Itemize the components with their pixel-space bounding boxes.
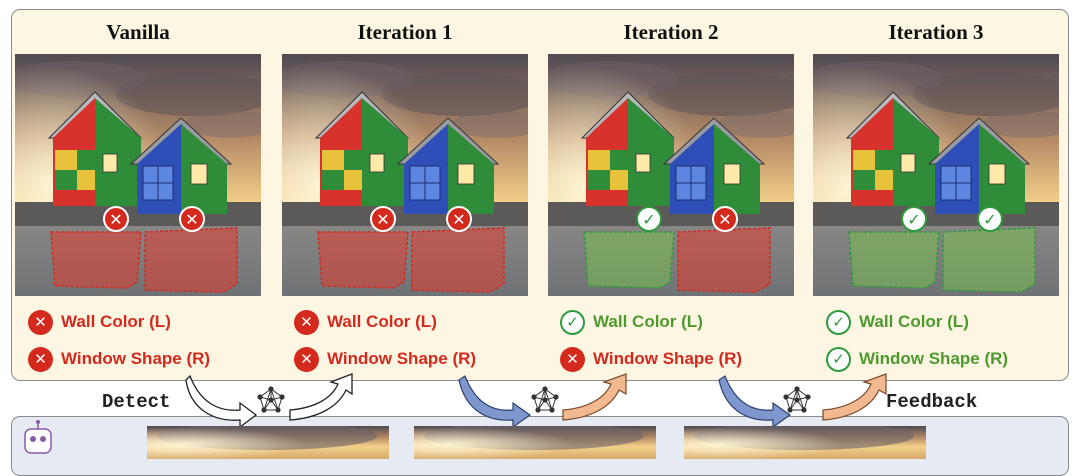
detect-arrow-1 [185, 374, 258, 429]
generation-thumbnail [147, 426, 389, 459]
cross-icon: ✕ [28, 309, 53, 335]
detect-arrow-2 [458, 375, 532, 429]
feedback-arrow-1 [289, 373, 353, 421]
network-icon-1 [257, 386, 285, 413]
column-title: Iteration 1 [357, 20, 453, 44]
house-image [282, 54, 528, 296]
status-label: Wall Color (L) [327, 312, 437, 331]
status-label: Window Shape (R) [61, 349, 211, 368]
house-image [15, 54, 261, 296]
generation-thumbnail [414, 426, 656, 459]
cross-icon: ✕ [294, 309, 319, 335]
cross-icon: ✕ [28, 346, 53, 372]
cross-icon: ✕ [560, 346, 585, 372]
column-title: Iteration 3 [888, 20, 984, 44]
feedback-arrow-3 [822, 373, 887, 421]
feedback-arrow-2 [562, 373, 627, 421]
house-image [813, 54, 1059, 296]
status-label: Wall Color (L) [593, 312, 703, 331]
cross-icon: ✕ [712, 206, 738, 232]
status-label: Window Shape (R) [859, 349, 1009, 368]
status-label: Wall Color (L) [859, 312, 969, 331]
wall-color-status: ✕ Wall Color (L) [28, 308, 171, 336]
window-shape-status: ✕ Window Shape (R) [560, 345, 742, 373]
feedback-label: Feedback [886, 391, 978, 413]
status-label: Wall Color (L) [61, 312, 171, 331]
column-title: Iteration 2 [623, 20, 719, 44]
network-icon-3 [783, 386, 811, 413]
detect-arrow-3 [718, 375, 792, 429]
column-title: Vanilla [106, 20, 170, 44]
check-icon: ✓ [826, 309, 851, 335]
robot-head-icon [24, 420, 52, 454]
cross-icon: ✕ [179, 206, 205, 232]
wall-color-status: ✓ Wall Color (L) [560, 308, 703, 336]
wall-color-status: ✕ Wall Color (L) [294, 308, 437, 336]
house-image [548, 54, 794, 296]
check-icon: ✓ [560, 309, 585, 335]
detect-label: Detect [102, 391, 171, 413]
window-shape-status: ✕ Window Shape (R) [294, 345, 476, 373]
check-icon: ✓ [977, 206, 1003, 232]
network-icon-2 [531, 386, 559, 413]
status-label: Window Shape (R) [327, 349, 477, 368]
cross-icon: ✕ [370, 206, 396, 232]
window-shape-status: ✓ Window Shape (R) [826, 345, 1008, 373]
cross-icon: ✕ [103, 206, 129, 232]
check-icon: ✓ [826, 346, 851, 372]
wall-color-status: ✓ Wall Color (L) [826, 308, 969, 336]
cross-icon: ✕ [446, 206, 472, 232]
flow-arrows [24, 373, 887, 454]
check-icon: ✓ [636, 206, 662, 232]
check-icon: ✓ [901, 206, 927, 232]
window-shape-status: ✕ Window Shape (R) [28, 345, 210, 373]
cross-icon: ✕ [294, 346, 319, 372]
generation-thumbnail [684, 426, 926, 459]
status-label: Window Shape (R) [593, 349, 743, 368]
